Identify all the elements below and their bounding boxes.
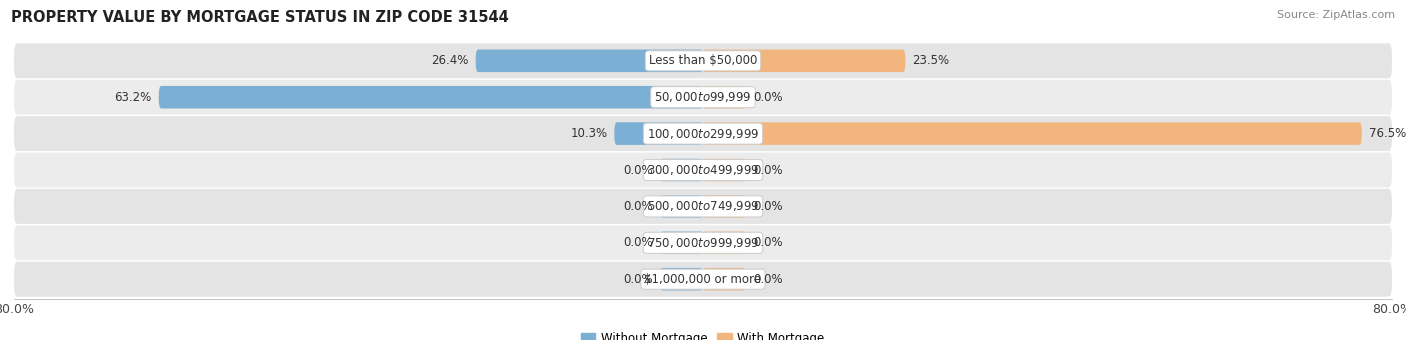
Text: $750,000 to $999,999: $750,000 to $999,999: [647, 236, 759, 250]
Text: $500,000 to $749,999: $500,000 to $749,999: [647, 199, 759, 214]
FancyBboxPatch shape: [159, 86, 703, 108]
Text: 0.0%: 0.0%: [754, 273, 783, 286]
Text: 0.0%: 0.0%: [754, 164, 783, 176]
Text: PROPERTY VALUE BY MORTGAGE STATUS IN ZIP CODE 31544: PROPERTY VALUE BY MORTGAGE STATUS IN ZIP…: [11, 10, 509, 25]
FancyBboxPatch shape: [14, 189, 1392, 224]
FancyBboxPatch shape: [475, 50, 703, 72]
FancyBboxPatch shape: [703, 268, 747, 290]
FancyBboxPatch shape: [14, 262, 1392, 297]
Text: 0.0%: 0.0%: [623, 273, 652, 286]
FancyBboxPatch shape: [659, 195, 703, 218]
FancyBboxPatch shape: [703, 122, 1362, 145]
Text: 23.5%: 23.5%: [912, 54, 949, 67]
FancyBboxPatch shape: [14, 116, 1392, 151]
FancyBboxPatch shape: [703, 159, 747, 181]
Text: 10.3%: 10.3%: [571, 127, 607, 140]
Text: 26.4%: 26.4%: [432, 54, 468, 67]
Text: 0.0%: 0.0%: [754, 236, 783, 249]
Text: Source: ZipAtlas.com: Source: ZipAtlas.com: [1277, 10, 1395, 20]
FancyBboxPatch shape: [703, 195, 747, 218]
FancyBboxPatch shape: [703, 50, 905, 72]
Text: Less than $50,000: Less than $50,000: [648, 54, 758, 67]
Text: 63.2%: 63.2%: [115, 91, 152, 104]
Text: 0.0%: 0.0%: [754, 200, 783, 213]
FancyBboxPatch shape: [14, 43, 1392, 78]
Text: 76.5%: 76.5%: [1368, 127, 1406, 140]
Text: $1,000,000 or more: $1,000,000 or more: [644, 273, 762, 286]
Text: 0.0%: 0.0%: [623, 200, 652, 213]
Text: $300,000 to $499,999: $300,000 to $499,999: [647, 163, 759, 177]
FancyBboxPatch shape: [703, 86, 747, 108]
Text: $50,000 to $99,999: $50,000 to $99,999: [654, 90, 752, 104]
FancyBboxPatch shape: [14, 80, 1392, 115]
FancyBboxPatch shape: [659, 159, 703, 181]
FancyBboxPatch shape: [14, 225, 1392, 260]
Text: 0.0%: 0.0%: [623, 164, 652, 176]
Text: 0.0%: 0.0%: [754, 91, 783, 104]
FancyBboxPatch shape: [614, 122, 703, 145]
FancyBboxPatch shape: [659, 268, 703, 290]
Legend: Without Mortgage, With Mortgage: Without Mortgage, With Mortgage: [576, 328, 830, 340]
Text: 0.0%: 0.0%: [623, 236, 652, 249]
FancyBboxPatch shape: [14, 153, 1392, 187]
Text: $100,000 to $299,999: $100,000 to $299,999: [647, 126, 759, 141]
FancyBboxPatch shape: [659, 232, 703, 254]
FancyBboxPatch shape: [703, 232, 747, 254]
